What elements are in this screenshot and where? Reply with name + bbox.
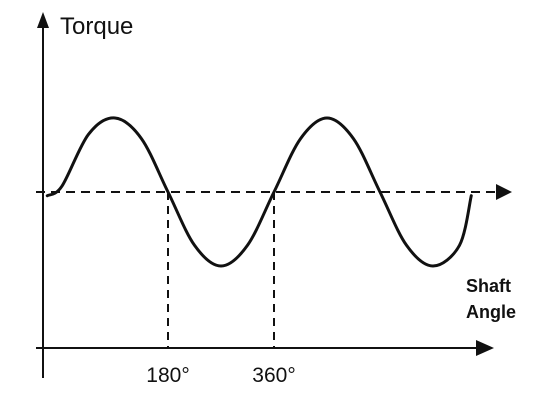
x-tick-label-180: 180° <box>146 364 189 387</box>
y-axis-arrowhead <box>37 12 49 28</box>
x-axis-arrowhead <box>476 340 494 356</box>
y-axis-label: Torque <box>60 13 133 40</box>
x-tick-label-360: 360° <box>252 364 295 387</box>
x-axis-label-line-1: Shaft <box>466 276 511 296</box>
x-axis-label-line-2: Angle <box>466 302 516 322</box>
x-tick-group: 180° 360° <box>146 192 296 387</box>
reference-line-arrowhead <box>496 184 512 200</box>
torque-series-line <box>45 116 473 268</box>
